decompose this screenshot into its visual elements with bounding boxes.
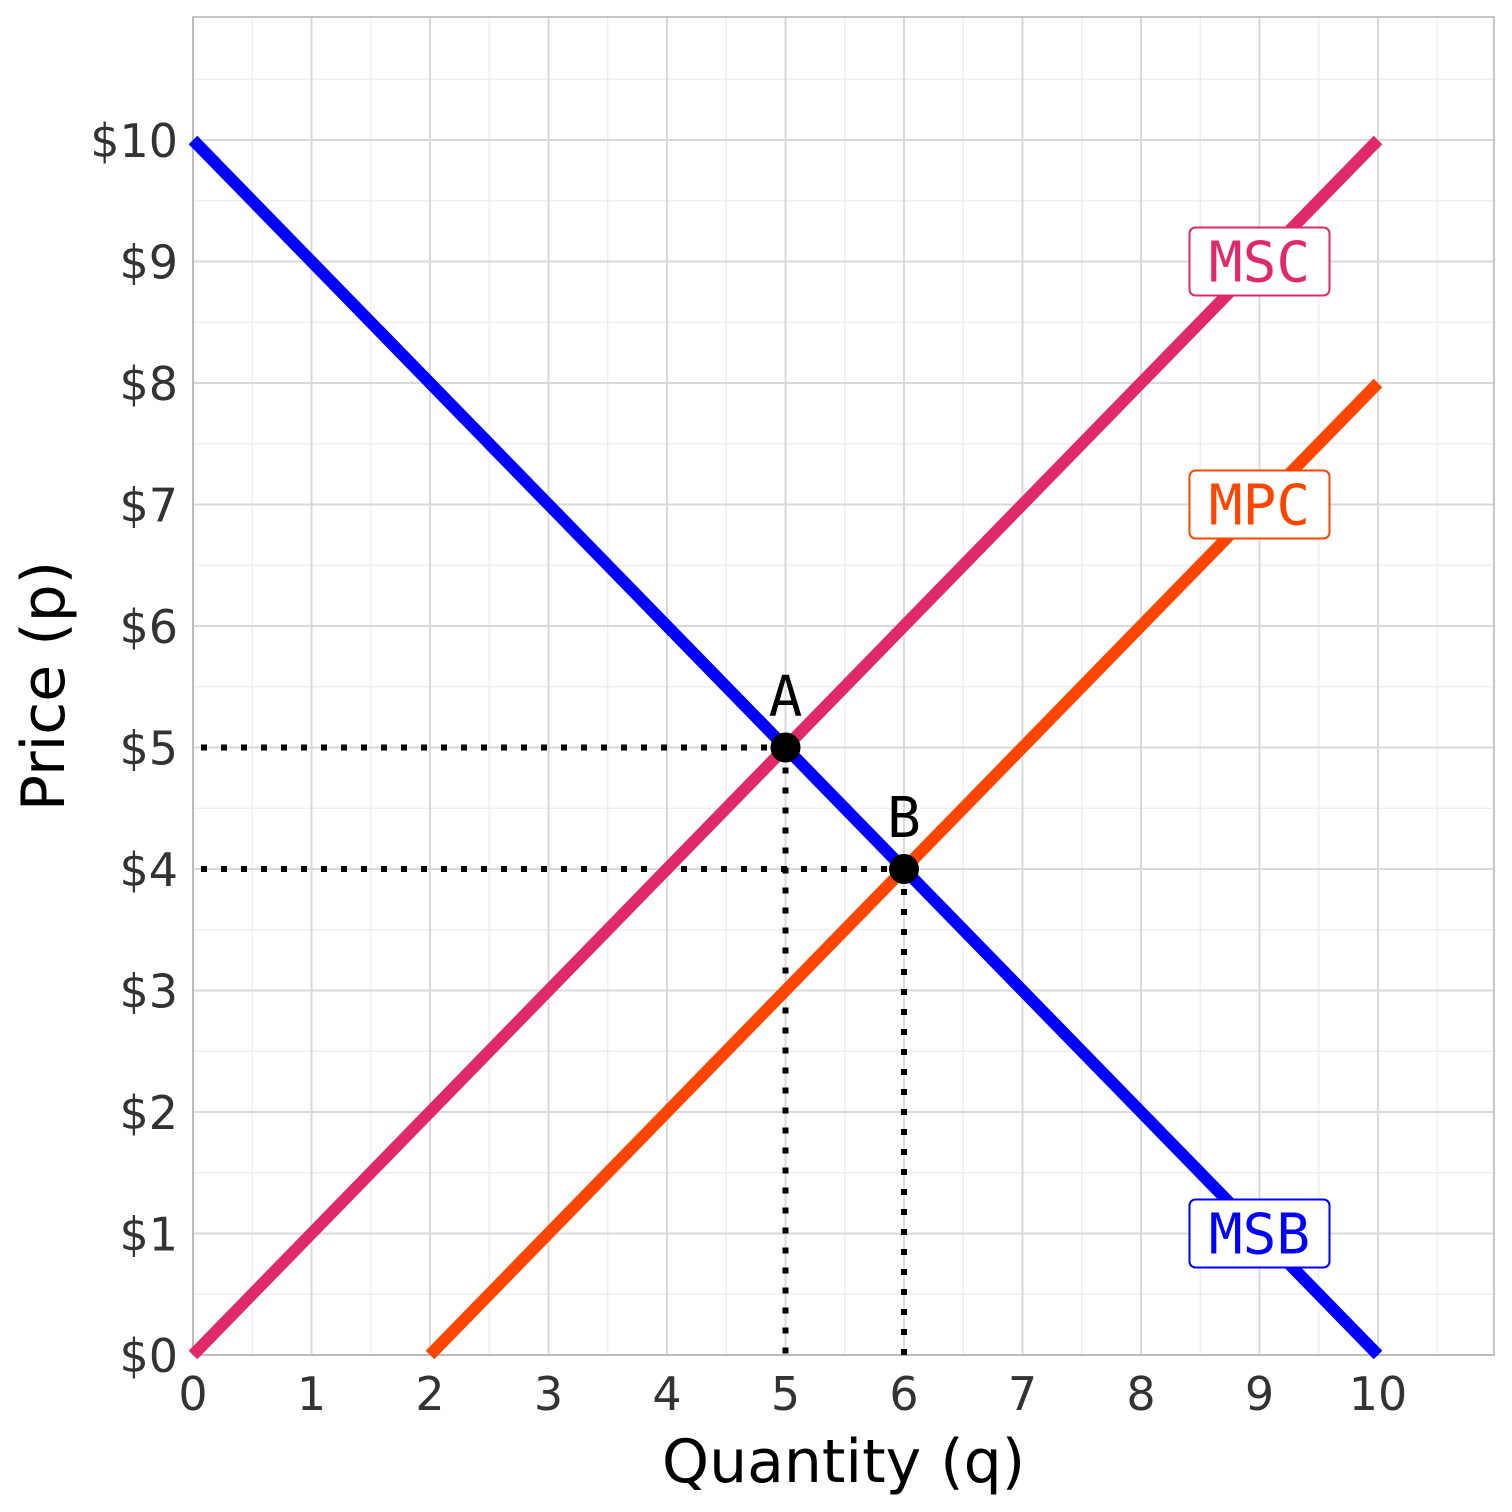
y-tick-label: $8	[119, 357, 178, 411]
y-tick-label: $6	[119, 600, 178, 654]
y-tick-label: $5	[119, 722, 178, 776]
dotted-guide-lines	[201, 744, 907, 1355]
x-tick-label: 10	[1349, 1367, 1408, 1421]
x-tick-label: 9	[1245, 1367, 1274, 1421]
x-tick-label: 8	[1126, 1367, 1155, 1421]
x-tick-label: 5	[771, 1367, 800, 1421]
y-axis-ticks: $0 $1 $2 $3 $4 $5 $6 $7 $8 $9 $10	[90, 114, 178, 1383]
curve-label-mpc: MPC	[1209, 474, 1310, 539]
y-tick-label: $7	[119, 479, 178, 533]
curve-label-msb: MSB	[1209, 1203, 1310, 1268]
y-tick-label: $10	[90, 114, 178, 168]
y-axis-title: Price (p)	[9, 561, 79, 811]
x-tick-label: 4	[652, 1367, 681, 1421]
point-marker-b	[889, 854, 919, 884]
curve-labels: MSB MSC MPC	[1188, 226, 1331, 1269]
y-tick-label: $0	[119, 1329, 178, 1383]
x-tick-label: 7	[1008, 1367, 1037, 1421]
curve-label-msc: MSC	[1209, 231, 1310, 296]
y-tick-label: $1	[119, 1208, 178, 1262]
x-tick-label: 1	[297, 1367, 326, 1421]
x-axis-title: Quantity (q)	[662, 1427, 1025, 1497]
curve-label-box-msb	[1188, 1198, 1331, 1269]
point-marker-a	[770, 732, 801, 763]
plot-panel-border	[192, 16, 1495, 1356]
curve-label-box-msc	[1188, 226, 1331, 297]
y-tick-label: $4	[119, 843, 178, 897]
x-tick-label: 6	[889, 1367, 918, 1421]
y-tick-label: $2	[119, 1086, 178, 1140]
curve-label-box-mpc	[1188, 469, 1331, 540]
x-tick-label: 2	[415, 1367, 444, 1421]
x-tick-label: 3	[534, 1367, 563, 1421]
y-tick-label: $9	[119, 236, 178, 290]
y-tick-label: $3	[119, 965, 178, 1019]
minor-gridlines	[193, 17, 1494, 1355]
point-label-a: A	[769, 665, 803, 730]
point-label-b: B	[887, 786, 921, 851]
x-tick-label: 0	[178, 1367, 207, 1421]
equilibrium-points: AB	[769, 665, 921, 884]
x-axis-ticks: 0 1 2 3 4 5 6 7 8 9 10	[178, 1367, 1407, 1421]
